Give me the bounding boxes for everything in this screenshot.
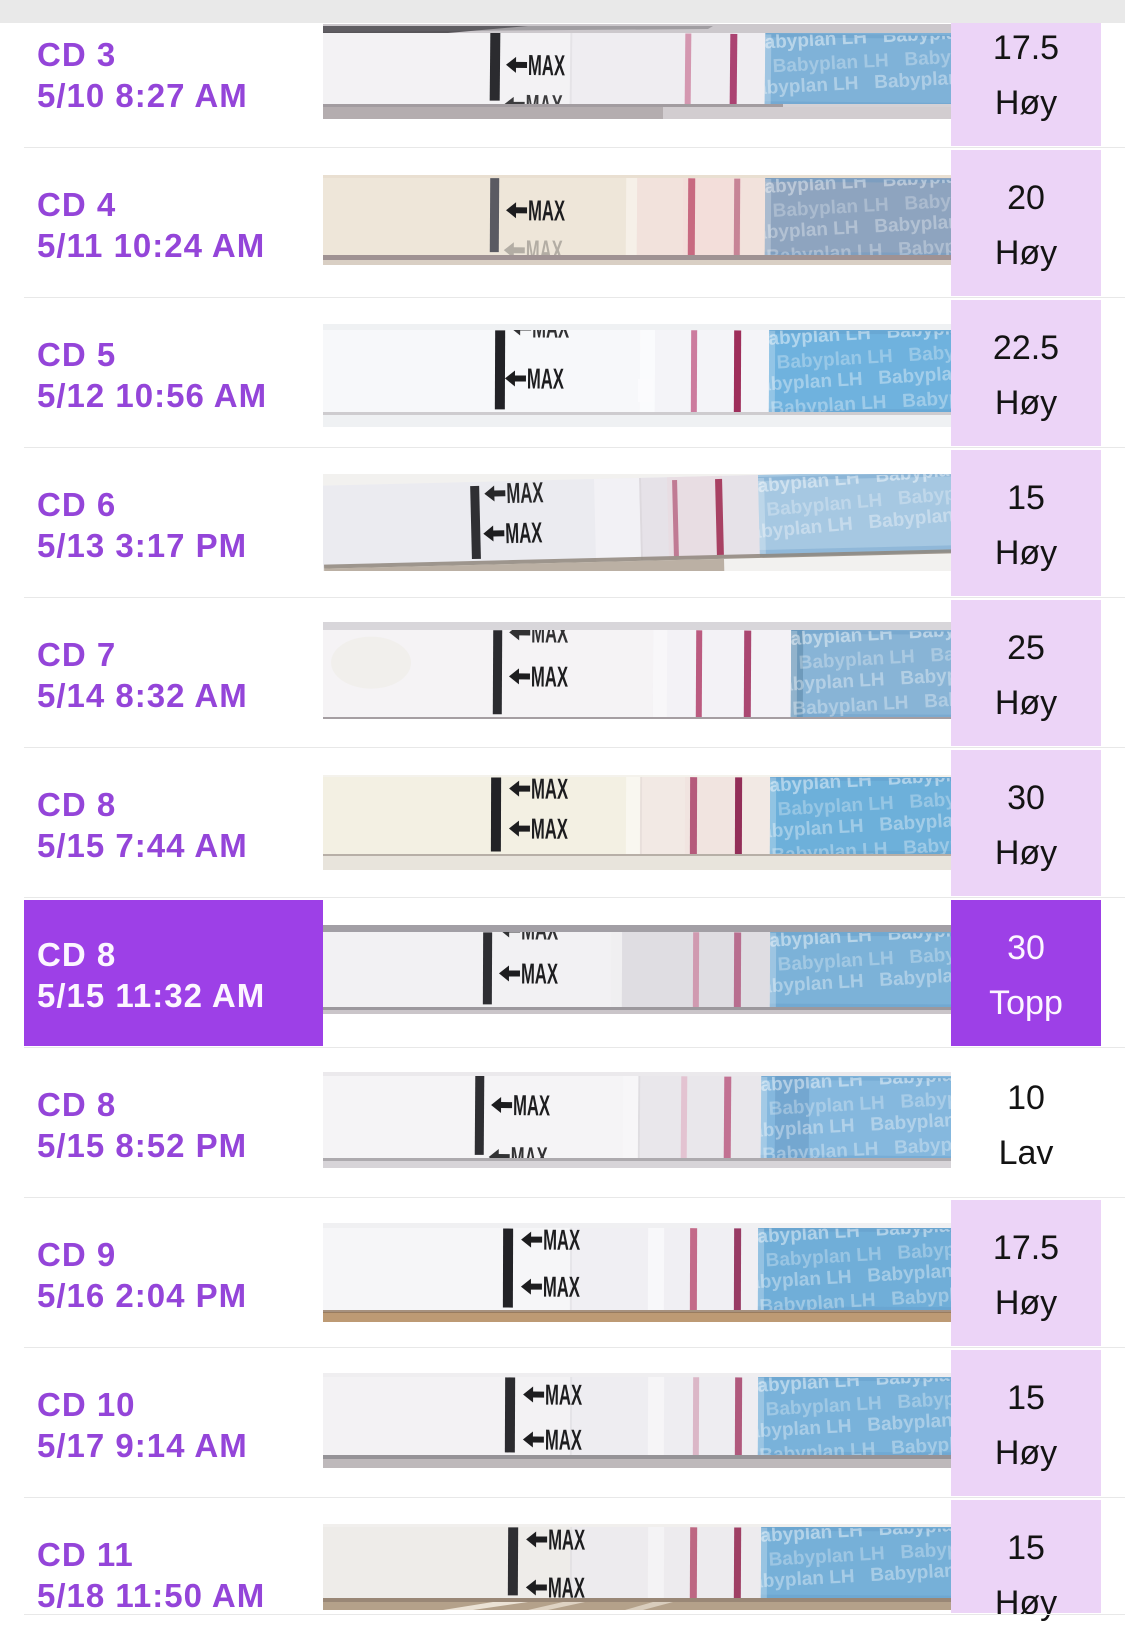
svg-text:MAX: MAX [545,1380,583,1412]
svg-text:MAX: MAX [543,1225,580,1257]
svg-text:MAX: MAX [526,235,564,265]
svg-text:MAX: MAX [511,1142,549,1168]
svg-text:MAX: MAX [531,814,568,846]
svg-text:MAX: MAX [505,517,543,550]
svg-text:MAX: MAX [521,958,559,990]
svg-text:MAX: MAX [525,90,563,119]
svg-text:MAX: MAX [506,477,544,510]
svg-text:MAX: MAX [528,195,566,227]
svg-text:MAX: MAX [543,1272,580,1304]
svg-text:MAX: MAX [521,925,559,947]
svg-text:MAX: MAX [545,1425,583,1457]
svg-text:MAX: MAX [531,661,569,693]
svg-text:MAX: MAX [527,364,565,396]
svg-text:MAX: MAX [531,775,568,806]
svg-text:MAX: MAX [548,1573,586,1605]
svg-text:MAX: MAX [513,1090,551,1122]
svg-text:MAX: MAX [531,622,569,650]
svg-text:MAX: MAX [528,50,566,82]
svg-text:MAX: MAX [548,1525,586,1557]
svg-text:MAX: MAX [532,324,570,345]
